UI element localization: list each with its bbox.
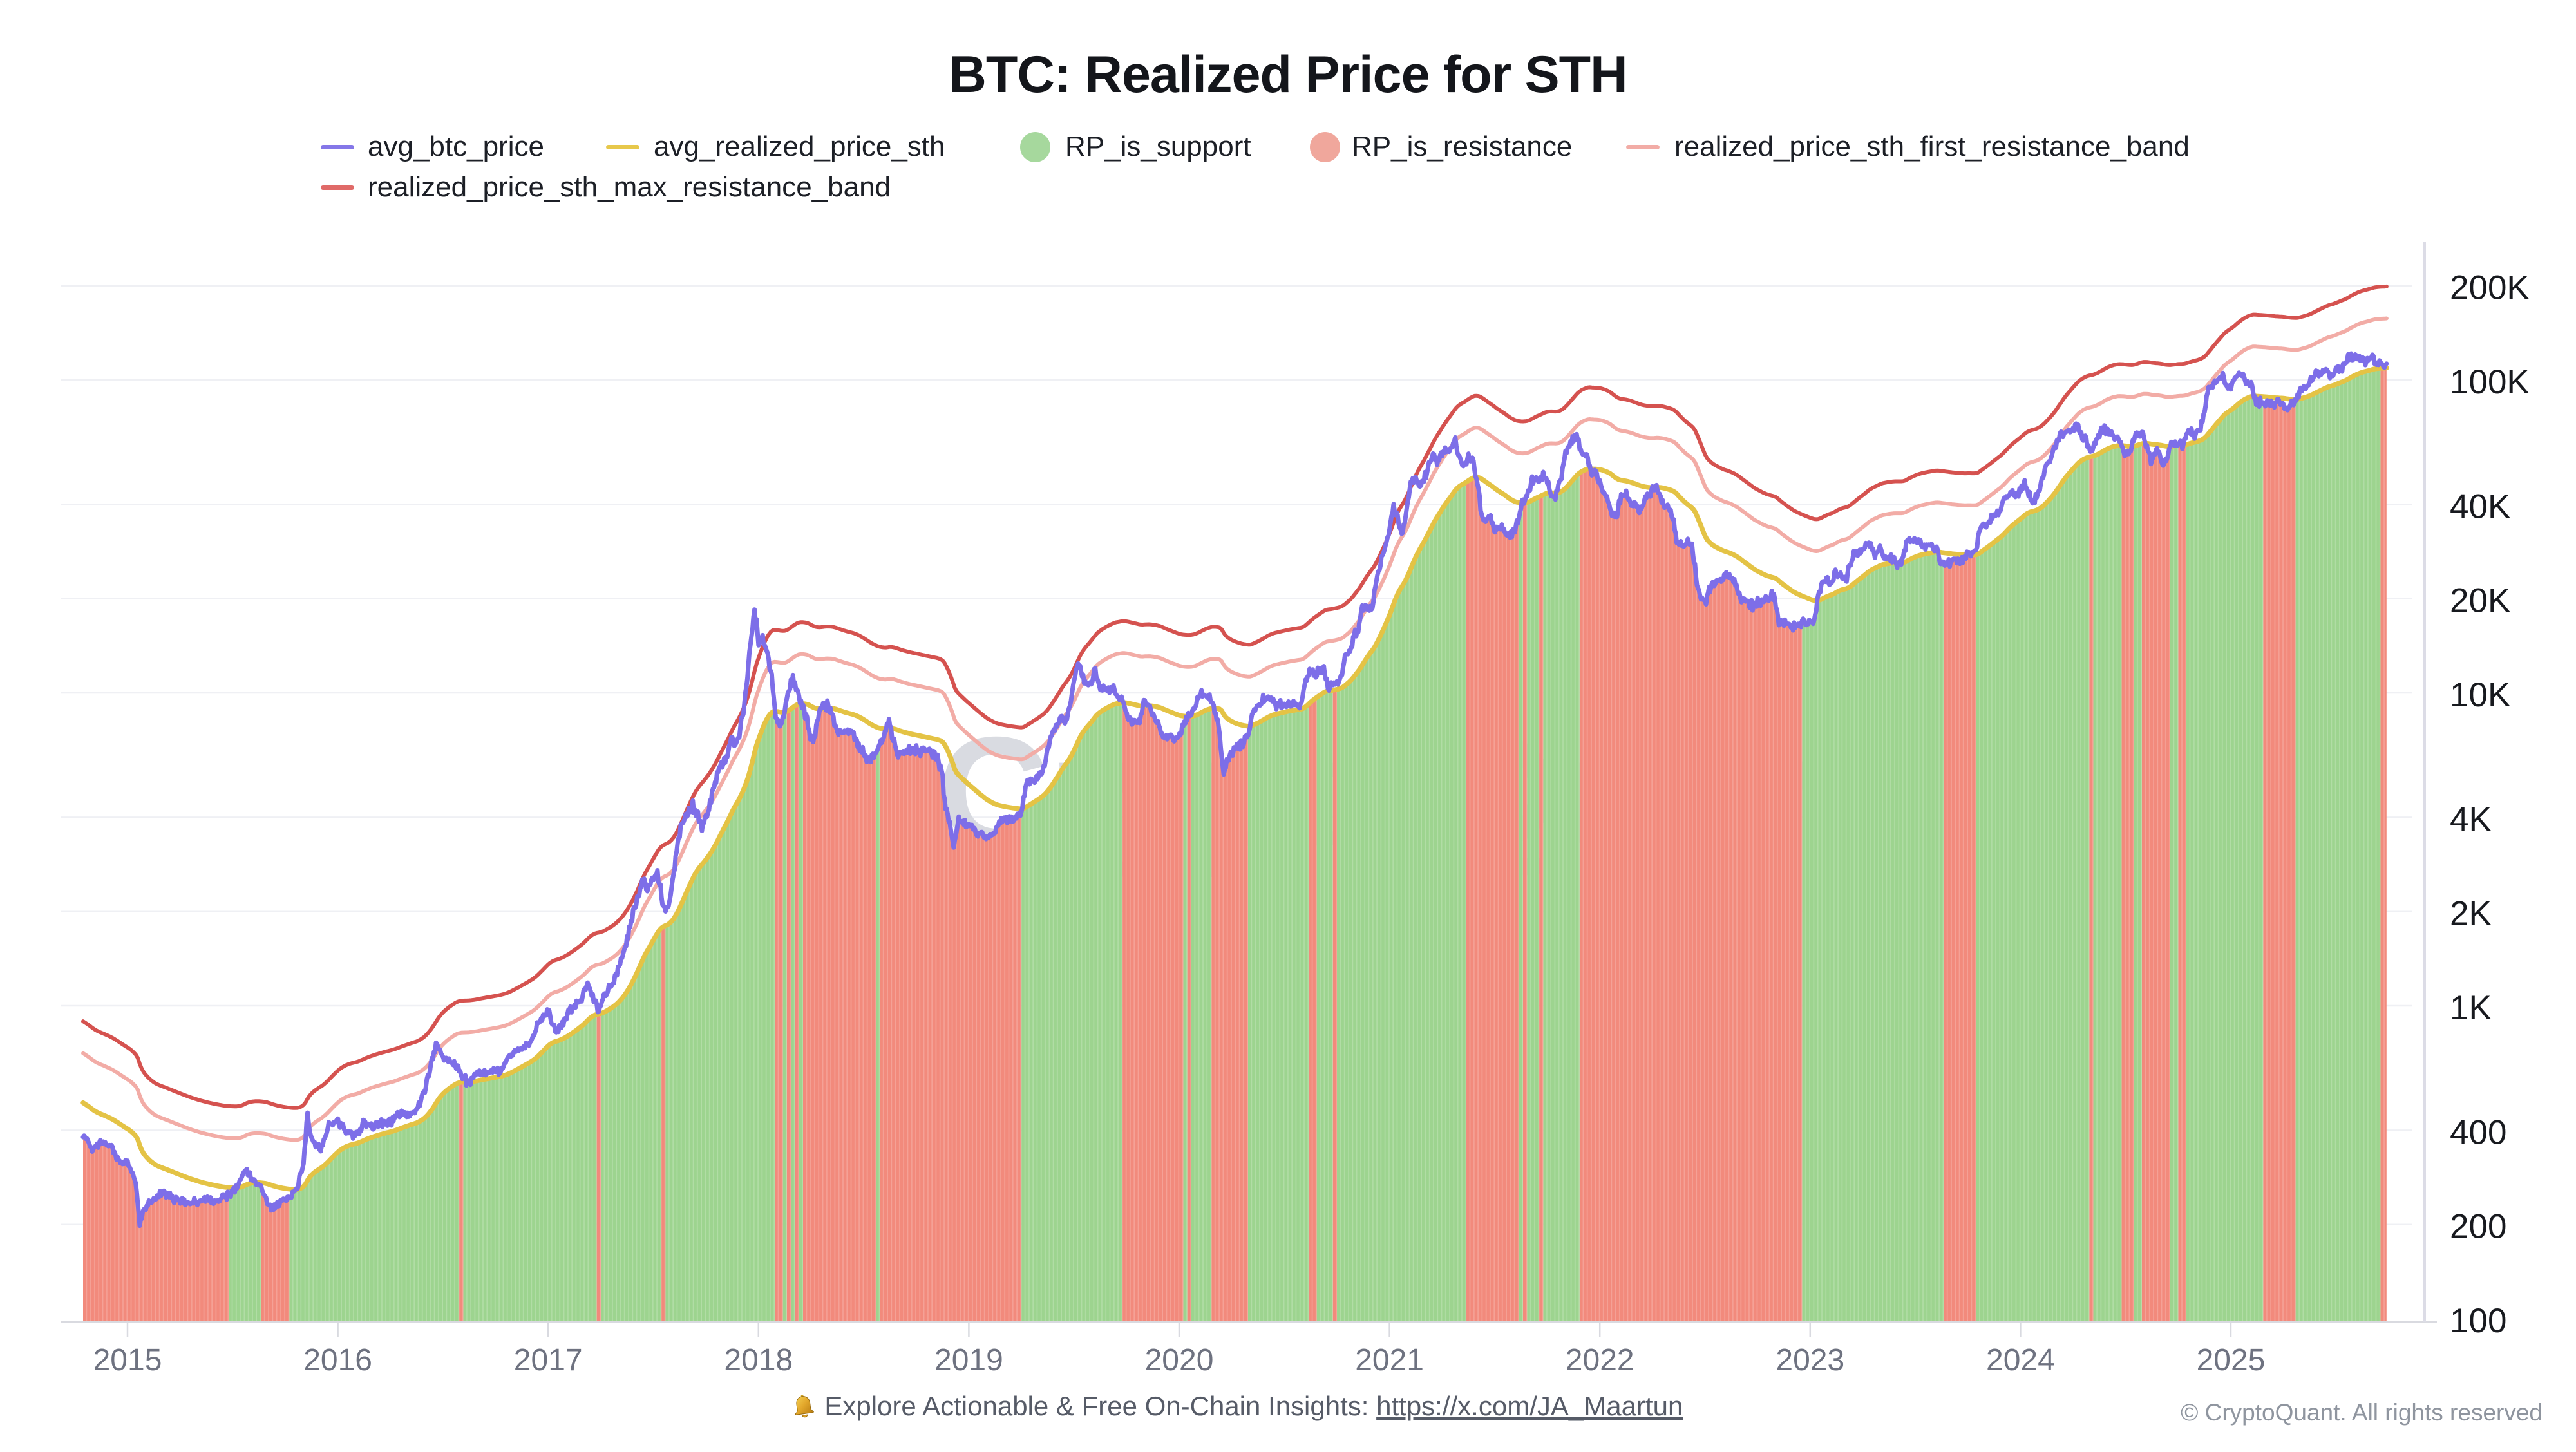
svg-text:2021: 2021	[1355, 1343, 1424, 1377]
svg-text:2025: 2025	[2197, 1343, 2266, 1377]
svg-text:200K: 200K	[2450, 269, 2530, 307]
svg-text:20K: 20K	[2450, 582, 2510, 620]
svg-text:2017: 2017	[514, 1343, 583, 1377]
svg-text:200: 200	[2450, 1208, 2506, 1246]
svg-text:2018: 2018	[724, 1343, 793, 1377]
svg-text:2024: 2024	[1986, 1343, 2055, 1377]
svg-text:2016: 2016	[303, 1343, 372, 1377]
svg-text:2020: 2020	[1145, 1343, 1214, 1377]
svg-text:100K: 100K	[2450, 363, 2530, 401]
svg-text:40K: 40K	[2450, 487, 2510, 525]
svg-text:2K: 2K	[2450, 895, 2492, 933]
svg-text:2015: 2015	[93, 1343, 162, 1377]
svg-text:2023: 2023	[1776, 1343, 1844, 1377]
svg-text:4K: 4K	[2450, 800, 2492, 838]
svg-text:2022: 2022	[1566, 1343, 1634, 1377]
svg-text:400: 400	[2450, 1113, 2506, 1151]
svg-text:100: 100	[2450, 1302, 2506, 1340]
svg-text:2019: 2019	[934, 1343, 1003, 1377]
svg-text:10K: 10K	[2450, 676, 2510, 714]
svg-text:1K: 1K	[2450, 989, 2492, 1027]
